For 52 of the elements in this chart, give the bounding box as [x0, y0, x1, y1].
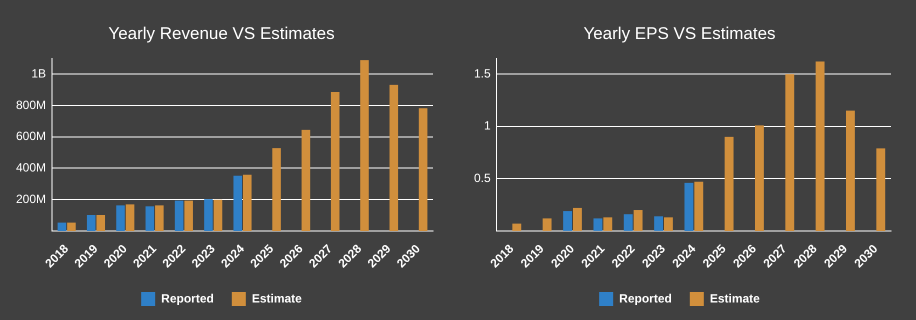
- bar: [174, 200, 184, 231]
- bar: [846, 110, 855, 231]
- bar: [204, 199, 213, 231]
- bar: [724, 136, 734, 231]
- bar: [233, 176, 242, 231]
- bar: [360, 60, 369, 231]
- bar: [155, 205, 164, 231]
- y-tick-label: 200M: [16, 192, 46, 206]
- bar: [214, 200, 222, 231]
- bar: [272, 148, 281, 231]
- bar: [694, 182, 704, 231]
- bar: [96, 214, 106, 231]
- bar: [785, 74, 794, 231]
- bar: [624, 214, 633, 231]
- bar: [634, 210, 643, 231]
- bar: [664, 217, 673, 231]
- legend-label: Reported: [161, 291, 214, 306]
- legend-label: Estimate: [252, 291, 302, 306]
- bar: [58, 222, 66, 231]
- y-tick-label: 1: [484, 118, 491, 133]
- bar: [876, 148, 886, 231]
- chart-title: Yearly EPS VS Estimates: [583, 24, 776, 43]
- bar: [146, 206, 154, 231]
- bar: [184, 200, 193, 231]
- bar: [242, 174, 252, 231]
- bar: [418, 108, 428, 231]
- bar: [755, 125, 764, 231]
- bar: [542, 218, 552, 231]
- bar: [654, 216, 664, 231]
- bar: [126, 204, 134, 231]
- bar: [573, 208, 582, 231]
- bar: [684, 182, 694, 231]
- bar: [302, 130, 310, 231]
- bar: [563, 211, 572, 231]
- bar: [816, 62, 825, 231]
- bar: [86, 214, 96, 231]
- y-tick-label: 600M: [16, 129, 46, 144]
- bar: [330, 92, 340, 231]
- bar: [603, 217, 612, 231]
- legend-label: Estimate: [710, 291, 760, 306]
- bar: [593, 218, 602, 231]
- chart-title: Yearly Revenue VS Estimates: [108, 24, 335, 43]
- bar: [116, 205, 125, 231]
- bar: [390, 84, 398, 231]
- y-tick-label: 0.5: [474, 170, 491, 185]
- y-tick-label: 1.5: [474, 66, 491, 80]
- legend-label: Reported: [619, 291, 672, 306]
- y-tick-label: 1B: [31, 66, 46, 80]
- bar: [512, 224, 522, 231]
- bar: [67, 222, 76, 231]
- y-tick-label: 400M: [16, 160, 46, 175]
- y-tick-label: 800M: [16, 98, 46, 112]
